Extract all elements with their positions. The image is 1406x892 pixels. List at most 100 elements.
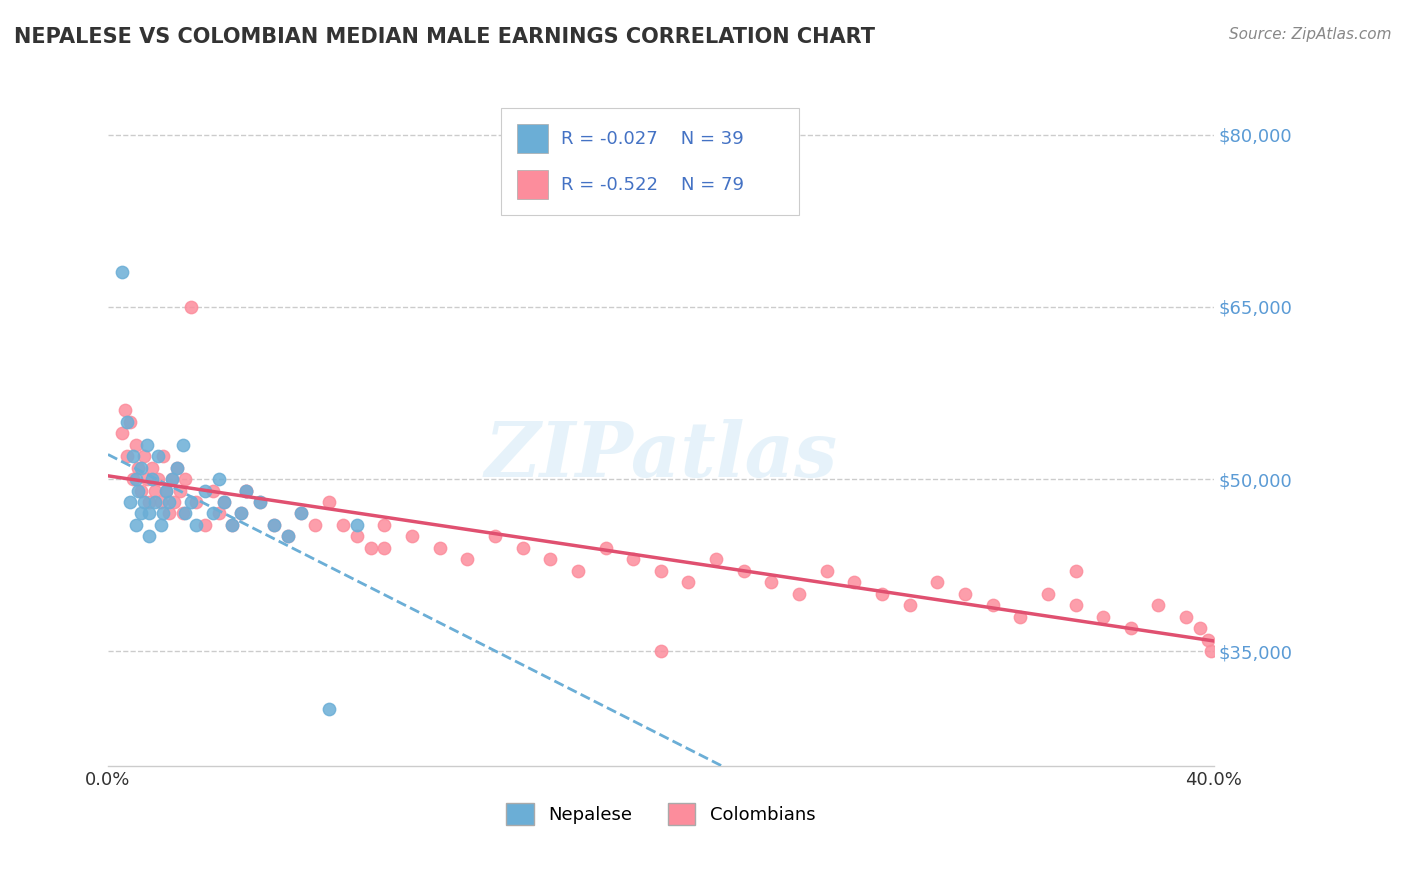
Point — [160, 472, 183, 486]
Point — [120, 495, 142, 509]
Point — [318, 701, 340, 715]
Point — [138, 495, 160, 509]
Point — [207, 507, 229, 521]
Text: ZIPatlas: ZIPatlas — [484, 419, 838, 493]
Text: Source: ZipAtlas.com: Source: ZipAtlas.com — [1229, 27, 1392, 42]
Point — [235, 483, 257, 498]
Text: R = -0.522    N = 79: R = -0.522 N = 79 — [561, 176, 744, 194]
Point — [124, 437, 146, 451]
Point — [733, 564, 755, 578]
Point — [981, 599, 1004, 613]
Point — [152, 507, 174, 521]
Point — [235, 483, 257, 498]
Point — [650, 564, 672, 578]
Point — [815, 564, 838, 578]
Point — [127, 460, 149, 475]
Text: R = -0.027    N = 39: R = -0.027 N = 39 — [561, 129, 744, 148]
Point — [186, 517, 208, 532]
Point — [401, 529, 423, 543]
Point — [538, 552, 561, 566]
Point — [1064, 564, 1087, 578]
Text: NEPALESE VS COLOMBIAN MEDIAN MALE EARNINGS CORRELATION CHART: NEPALESE VS COLOMBIAN MEDIAN MALE EARNIN… — [14, 27, 875, 46]
Point — [124, 472, 146, 486]
Point — [235, 483, 257, 498]
Point — [117, 415, 139, 429]
Legend: Nepalese, Colombians: Nepalese, Colombians — [499, 796, 823, 832]
Point — [202, 483, 225, 498]
Point — [595, 541, 617, 555]
Point — [567, 564, 589, 578]
Point — [207, 472, 229, 486]
Point — [127, 483, 149, 498]
Point — [143, 483, 166, 498]
Point — [172, 507, 194, 521]
Point — [172, 437, 194, 451]
Point — [135, 437, 157, 451]
Point — [174, 507, 197, 521]
Point — [787, 587, 810, 601]
Point — [169, 483, 191, 498]
Point — [512, 541, 534, 555]
Point — [160, 472, 183, 486]
Point — [157, 495, 180, 509]
Point — [124, 517, 146, 532]
Point — [621, 552, 644, 566]
Point — [138, 507, 160, 521]
Point — [373, 541, 395, 555]
Point — [114, 403, 136, 417]
Point — [121, 449, 143, 463]
Point — [155, 483, 177, 498]
Point — [650, 644, 672, 658]
Point — [186, 495, 208, 509]
Point — [304, 517, 326, 532]
Point — [129, 483, 152, 498]
Point — [111, 426, 134, 441]
Point — [249, 495, 271, 509]
Point — [143, 495, 166, 509]
FancyBboxPatch shape — [501, 109, 799, 215]
Point — [678, 575, 700, 590]
Point — [1199, 644, 1222, 658]
Point — [194, 483, 217, 498]
Point — [149, 495, 172, 509]
Point — [129, 507, 152, 521]
Point — [346, 529, 368, 543]
Point — [484, 529, 506, 543]
Point — [249, 495, 271, 509]
Point — [1064, 599, 1087, 613]
Point — [129, 460, 152, 475]
Point — [202, 507, 225, 521]
Point — [132, 449, 155, 463]
Point — [332, 517, 354, 532]
Point — [180, 495, 202, 509]
Point — [141, 460, 163, 475]
Point — [141, 472, 163, 486]
Point — [152, 449, 174, 463]
Point — [263, 517, 285, 532]
Point — [360, 541, 382, 555]
Point — [277, 529, 299, 543]
FancyBboxPatch shape — [517, 124, 548, 153]
Point — [456, 552, 478, 566]
Point — [1036, 587, 1059, 601]
Point — [761, 575, 783, 590]
Point — [132, 495, 155, 509]
Point — [373, 517, 395, 532]
Point — [927, 575, 949, 590]
Point — [163, 495, 186, 509]
Point — [117, 449, 139, 463]
Point — [1010, 609, 1032, 624]
Point — [277, 529, 299, 543]
Point — [346, 517, 368, 532]
Point — [180, 300, 202, 314]
Point — [704, 552, 727, 566]
Point — [1119, 621, 1142, 635]
Point — [138, 529, 160, 543]
Point — [221, 517, 243, 532]
Point — [229, 507, 252, 521]
Point — [166, 460, 188, 475]
Point — [212, 495, 235, 509]
Point — [149, 517, 172, 532]
Point — [898, 599, 921, 613]
Point — [290, 507, 312, 521]
